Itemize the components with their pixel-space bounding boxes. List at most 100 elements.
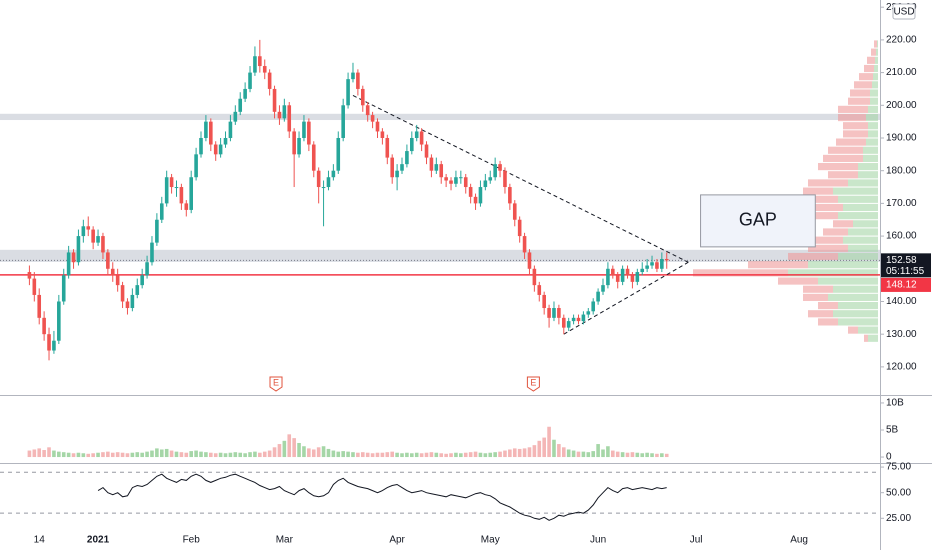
annotation-text: GAP [739, 210, 777, 230]
profile-down [808, 212, 838, 220]
candle-body [228, 121, 233, 138]
candle-body [150, 242, 154, 263]
profile-up [848, 179, 878, 187]
level-box [881, 277, 931, 292]
x-tick-label: Feb [183, 535, 201, 546]
candle-body [473, 196, 478, 204]
candle-body [91, 229, 95, 243]
volume-bar [272, 447, 277, 458]
candle-body [385, 137, 390, 158]
candle-body [71, 252, 76, 263]
profile-up [808, 261, 878, 269]
volume-bar [27, 450, 32, 458]
volume-bar [228, 452, 233, 458]
candle-body [218, 144, 223, 155]
candle-body [601, 285, 605, 292]
candle-body [630, 275, 635, 282]
volume-bar [282, 440, 287, 458]
profile-up [838, 301, 878, 310]
candle-body [189, 177, 193, 210]
candle-body [581, 314, 586, 322]
volume-bar [463, 452, 468, 458]
volume-bar [96, 452, 100, 458]
candle-body [277, 111, 282, 119]
candle-body [297, 137, 301, 155]
candle-body [125, 301, 130, 309]
profile-up [838, 318, 878, 326]
candle-body [645, 265, 649, 269]
volume-bar [115, 452, 120, 458]
candle-body [586, 311, 591, 315]
volume-bar [601, 449, 605, 458]
volume-bar [302, 446, 306, 458]
volume-bar [385, 452, 390, 458]
candle-body [331, 170, 336, 178]
volume-bar [120, 452, 125, 458]
candle-body [360, 88, 365, 106]
candle-body [302, 121, 306, 138]
candle-body [650, 262, 654, 266]
candle-body [341, 105, 345, 138]
profile-up [873, 73, 878, 81]
candle-body [596, 291, 600, 302]
candle-body [140, 275, 144, 286]
candle-body [527, 252, 532, 269]
trendline [563, 261, 689, 335]
profile-down [838, 105, 868, 113]
y-tick-label: 120.00 [886, 362, 917, 373]
profile-down [848, 97, 870, 105]
volume-bar [189, 451, 193, 458]
profile-down [864, 334, 868, 342]
volume-bar [267, 450, 272, 458]
profile-down [778, 277, 818, 285]
candle-body [508, 187, 512, 204]
candle-body [169, 177, 174, 188]
y-tick-label: 200.00 [886, 100, 917, 111]
candle-body [576, 317, 581, 322]
volume-bar [253, 451, 257, 458]
volume-bar [360, 452, 365, 458]
earnings-marker [526, 376, 540, 392]
candle-body [316, 170, 321, 188]
candle-body [258, 56, 262, 67]
profile-down [838, 113, 866, 122]
profile-down [859, 73, 873, 81]
candle-body [336, 137, 341, 171]
candle-body [159, 203, 164, 220]
candle-body [414, 131, 419, 138]
volume-bar [459, 453, 463, 458]
candle-body [434, 164, 439, 171]
volume-bar [32, 449, 37, 458]
volume-bar [664, 453, 669, 458]
volume-bar [517, 448, 522, 458]
y-tick-label: 170.00 [886, 198, 917, 209]
volume-bar [66, 452, 71, 458]
volume-bar [552, 439, 556, 458]
profile-down [813, 236, 843, 244]
volume-bar [650, 453, 654, 458]
candle-body [282, 105, 287, 119]
volume-bar [223, 453, 228, 458]
candle-body [615, 275, 620, 282]
candle-body [380, 131, 385, 138]
volume-bar [635, 452, 640, 458]
profile-down [848, 326, 858, 334]
profile-down [818, 301, 838, 310]
volume-bar [258, 452, 262, 458]
volume-bar [576, 451, 581, 458]
rsi-tick-label: 25.00 [886, 513, 911, 524]
profile-up [868, 105, 878, 113]
candle-body [346, 79, 350, 106]
volume-bar [243, 453, 247, 458]
candle-body [571, 317, 576, 322]
candle-body [101, 236, 105, 253]
candle-body [405, 151, 409, 165]
volume-bar [365, 452, 370, 458]
profile-down [788, 252, 838, 261]
volume-bar [331, 450, 336, 458]
volume-bar [179, 452, 184, 458]
candle-body [640, 268, 645, 273]
volume-bar [493, 452, 497, 458]
volume-bar [164, 448, 169, 458]
